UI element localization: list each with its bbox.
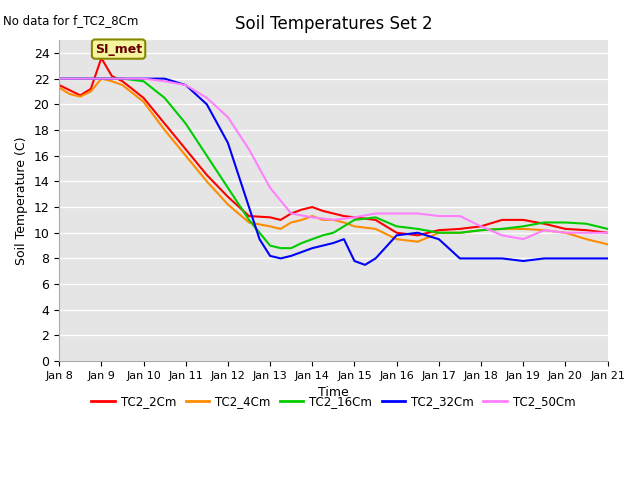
Text: SI_met: SI_met [95, 43, 142, 56]
X-axis label: Time: Time [318, 386, 349, 399]
Legend: TC2_2Cm, TC2_4Cm, TC2_16Cm, TC2_32Cm, TC2_50Cm: TC2_2Cm, TC2_4Cm, TC2_16Cm, TC2_32Cm, TC… [86, 391, 580, 413]
Text: No data for f_TC2_8Cm: No data for f_TC2_8Cm [3, 14, 139, 27]
Y-axis label: Soil Temperature (C): Soil Temperature (C) [15, 136, 28, 265]
Title: Soil Temperatures Set 2: Soil Temperatures Set 2 [234, 15, 432, 33]
